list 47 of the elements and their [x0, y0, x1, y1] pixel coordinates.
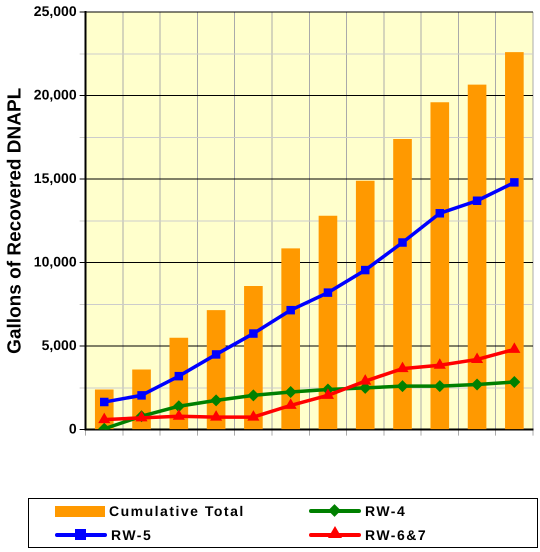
point: [249, 329, 258, 338]
legend-label: Cumulative Total: [109, 503, 245, 519]
point: [247, 410, 260, 421]
point: [284, 386, 297, 398]
point: [434, 380, 446, 392]
point: [172, 409, 185, 420]
y-tick-label: 15,000: [34, 170, 77, 186]
bar: [393, 138, 412, 430]
point: [174, 372, 184, 380]
bar: [356, 180, 375, 430]
y-tick-label: 10,000: [34, 253, 77, 270]
point: [472, 196, 482, 205]
point: [508, 342, 520, 353]
y-tick-label: 25,000: [34, 2, 77, 19]
y-tick-label: 5,000: [42, 336, 77, 353]
point: [284, 398, 297, 409]
legend-label: RW-6&7: [365, 527, 428, 543]
bar: [468, 84, 486, 430]
point: [359, 374, 372, 385]
point: [471, 378, 484, 390]
point: [471, 352, 484, 363]
point: [360, 266, 370, 274]
point: [508, 376, 520, 388]
y-tick-label: 0: [68, 420, 77, 436]
point: [322, 388, 334, 399]
point: [324, 288, 332, 297]
point: [172, 400, 185, 412]
point: [510, 178, 519, 187]
y-tick-label: 20,000: [34, 86, 77, 102]
point: [434, 358, 446, 369]
point: [210, 394, 222, 406]
bar: [505, 52, 524, 430]
point: [137, 391, 146, 400]
bar: [430, 102, 450, 430]
point: [436, 209, 444, 218]
point: [212, 350, 220, 359]
y-axis-title: Gallons of Recovered DNAPL: [4, 87, 26, 354]
point: [396, 362, 409, 372]
legend-label: RW-5: [111, 527, 152, 543]
bar: [318, 216, 338, 430]
legend-label: RW-4: [365, 503, 406, 519]
point: [247, 389, 260, 402]
point: [286, 306, 295, 314]
point: [398, 238, 407, 247]
point: [98, 412, 110, 424]
point: [210, 410, 222, 421]
point: [100, 398, 109, 406]
